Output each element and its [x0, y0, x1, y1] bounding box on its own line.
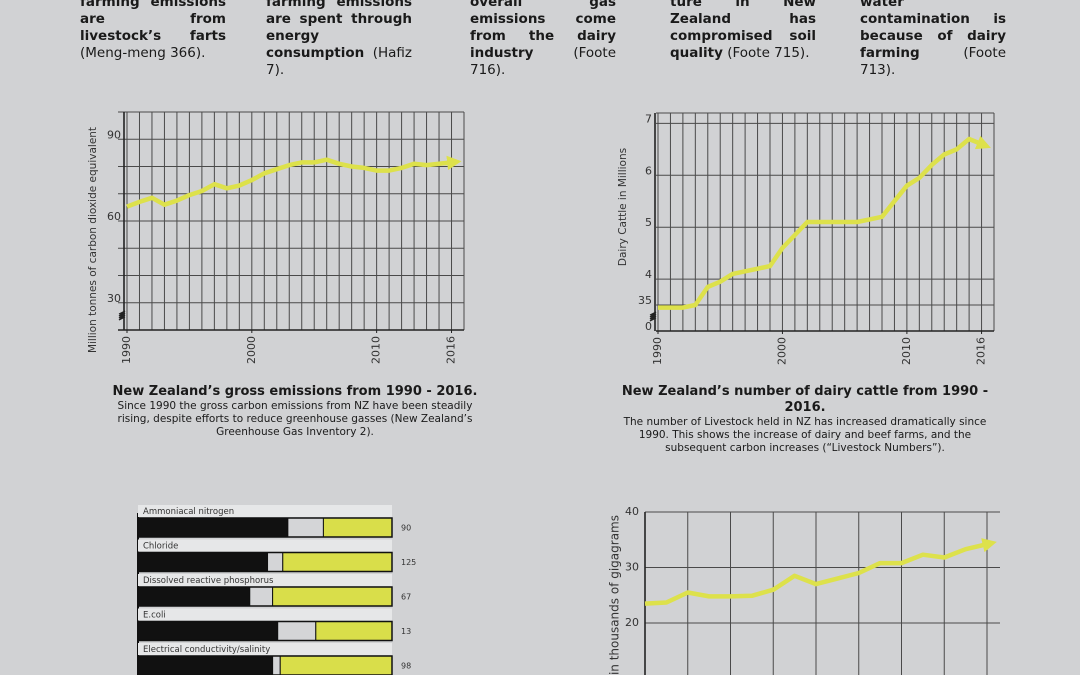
x-tick-label: 1990	[651, 337, 664, 365]
bar-segment	[137, 586, 251, 607]
y-tick-label: 30	[625, 561, 639, 574]
header-text: overall gas emissions come from the dair…	[470, 0, 616, 79]
header-citation: (Hafiz 7).	[266, 45, 412, 78]
bar-segment	[272, 655, 281, 675]
bar-count: 90	[401, 524, 411, 533]
axis-break	[649, 311, 657, 322]
label-strip	[138, 643, 392, 655]
data-line	[644, 538, 997, 606]
y-tick-label: 6	[645, 164, 652, 177]
bar-frame	[137, 620, 393, 642]
header-bold: farming emissions are spent through ener…	[266, 0, 412, 61]
header-text: farming emissions are spent through ener…	[266, 0, 412, 79]
data-line	[126, 155, 462, 209]
bar-frame	[137, 586, 393, 607]
line-chart: 30 60 90	[107, 111, 465, 331]
label-strip	[138, 608, 392, 621]
header-citation: (Foote 715).	[727, 45, 810, 61]
y-tick-label: 7	[645, 112, 652, 125]
bar-label: Dissolved reactive phosphorus	[143, 576, 274, 586]
header-text: water contamination is because of dairy …	[860, 0, 1006, 79]
bar-segment	[315, 621, 393, 641]
bar-segment	[277, 621, 317, 641]
chart-subtitle: The number of Livestock held in NZ has i…	[623, 416, 987, 454]
y-tick-label: 4	[645, 268, 652, 281]
bar-frame	[137, 551, 393, 573]
bar-label: Chloride	[143, 542, 178, 552]
chart-subtitle: Since 1990 the gross carbon emissions fr…	[117, 400, 473, 438]
label-strip	[138, 505, 392, 517]
axis-break	[118, 310, 126, 321]
bar-segment	[137, 655, 274, 675]
y-tick-label: 30	[107, 292, 121, 305]
y-axis-label: ent in thousands of gigagrams	[608, 515, 622, 675]
bar-segment	[137, 517, 289, 538]
data-line	[658, 135, 991, 310]
header-text: farming emissions are from livestock’s f…	[80, 0, 226, 62]
chart-caption: New Zealand’s number of dairy cattle fro…	[615, 384, 995, 455]
bar-label: E.coli	[143, 611, 166, 621]
bar-segment	[137, 552, 269, 572]
bar-count: 98	[401, 662, 411, 671]
x-tick-label: 2010	[370, 336, 383, 364]
header-bold: water contamination is because of dairy …	[860, 0, 1006, 61]
header-bold: ture in New Zealand has compromised soil…	[670, 0, 816, 61]
header-bold: overall gas emissions come from the dair…	[470, 0, 616, 61]
bar-frame	[137, 517, 393, 538]
y-tick-label: 40	[625, 505, 639, 518]
x-tick-label: 1990	[120, 336, 133, 364]
x-tick-label: 2000	[245, 336, 258, 364]
bar-count: 13	[401, 627, 411, 636]
x-tick-label: 2000	[775, 337, 788, 365]
bar-segment	[272, 586, 393, 607]
header-citation: (Meng-meng 366).	[80, 45, 206, 61]
bar-label: Electrical conductivity/salinity	[143, 645, 270, 655]
bar-segment	[287, 517, 324, 538]
header-bold: farming emissions are from livestock’s f…	[80, 0, 226, 44]
label-strip	[138, 574, 392, 586]
y-tick-label: 60	[107, 210, 121, 223]
line-chart: 0 35 4 5 6 7	[638, 112, 995, 333]
chart-title: New Zealand’s number of dairy cattle fro…	[621, 384, 989, 415]
bar-segment	[137, 621, 279, 641]
y-tick-label: 0	[645, 320, 652, 333]
bar-count: 67	[401, 593, 411, 602]
bar-segment	[249, 586, 274, 607]
y-axis-label: Dairy Cattle in Millions	[617, 148, 629, 266]
x-tick-label: 2016	[975, 337, 988, 365]
bar-count: 125	[401, 558, 416, 567]
label-strip	[138, 539, 392, 552]
chart-title: New Zealand’s gross emissions from 1990 …	[112, 384, 478, 399]
line-chart: 20 30 40	[625, 505, 1000, 675]
x-tick-label: 2016	[445, 336, 458, 364]
y-tick-label: 20	[625, 616, 639, 629]
header-citation: (Foote 713).	[860, 45, 1006, 78]
x-tick-label: 2010	[900, 337, 913, 365]
bar-label: Ammoniacal nitrogen	[143, 507, 234, 517]
bar-segment	[267, 552, 284, 572]
header-text: ture in New Zealand has compromised soil…	[670, 0, 816, 62]
y-tick-label: 35	[638, 294, 652, 307]
bar-segment	[322, 517, 393, 538]
y-tick-label: 90	[107, 128, 121, 141]
bar-segment	[279, 655, 393, 675]
y-axis-label: Million tonnes of carbon dioxide equival…	[87, 127, 99, 353]
chart-caption: New Zealand’s gross emissions from 1990 …	[105, 384, 485, 439]
bar-segment	[282, 552, 393, 572]
bar-frame	[137, 655, 393, 675]
header-citation: (Foote 716).	[470, 45, 616, 78]
y-tick-label: 5	[645, 216, 652, 229]
